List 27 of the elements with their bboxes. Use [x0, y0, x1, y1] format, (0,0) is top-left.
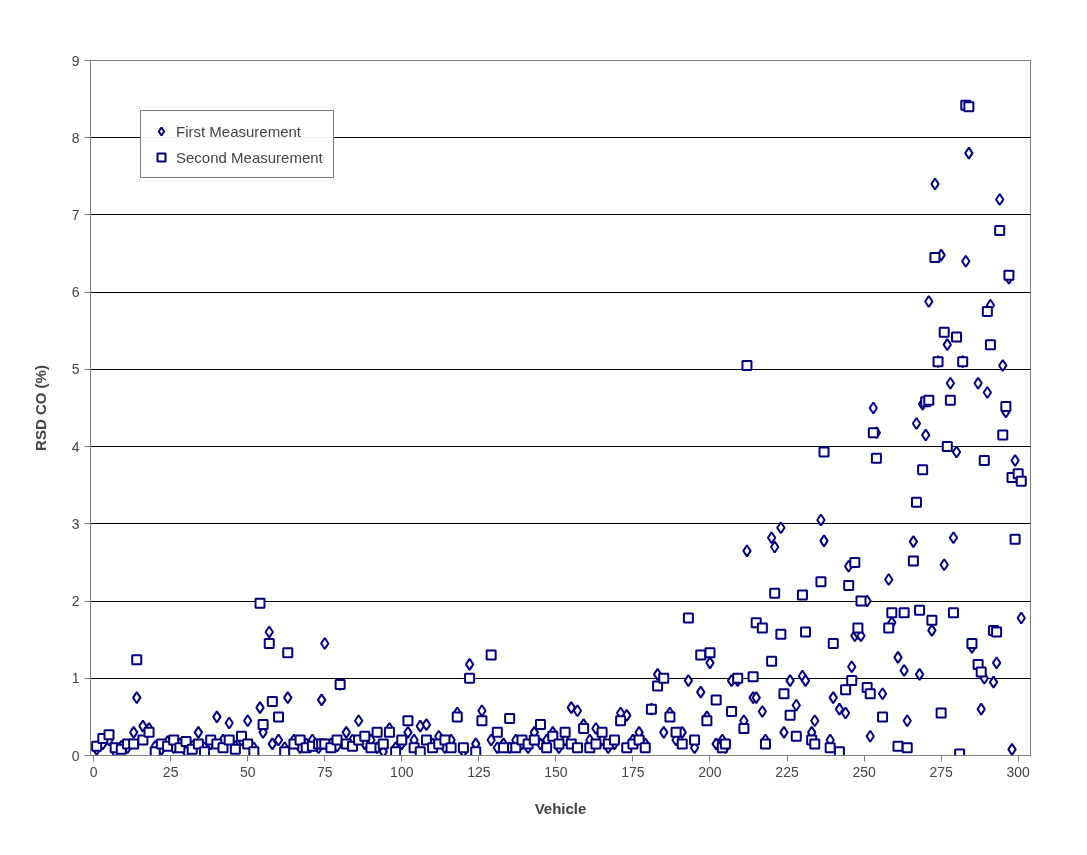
- y-tick-label: 1: [71, 670, 80, 687]
- x-tick-label: 250: [852, 763, 876, 780]
- y-tick-label: 2: [71, 593, 80, 610]
- x-tick-label: 125: [467, 763, 491, 780]
- x-tick-label: 200: [698, 763, 722, 780]
- y-tick-label: 4: [71, 438, 80, 455]
- x-tick-label: 100: [390, 763, 414, 780]
- legend-label: First Measurement: [176, 122, 302, 140]
- x-tick-label: 175: [621, 763, 645, 780]
- y-tick-label: 0: [71, 747, 80, 764]
- x-tick-label: 25: [162, 763, 179, 780]
- y-tick-label: 3: [71, 515, 80, 532]
- y-axis-title: RSD CO (%): [31, 365, 49, 451]
- x-tick-label: 150: [544, 763, 568, 780]
- y-tick-label: 9: [71, 52, 80, 69]
- legend-label: Second Measurement: [176, 148, 323, 166]
- x-tick-label: 225: [775, 763, 799, 780]
- x-tick-label: 300: [1006, 763, 1031, 780]
- x-tick-label: 50: [239, 763, 256, 780]
- y-tick-label: 6: [71, 284, 80, 301]
- y-tick-label: 7: [71, 206, 80, 223]
- x-tick-label: 275: [929, 763, 954, 780]
- x-tick-label: 75: [316, 763, 333, 780]
- x-tick-label: 0: [89, 763, 98, 780]
- y-tick-label: 5: [71, 361, 80, 378]
- x-axis-title: Vehicle: [534, 799, 587, 817]
- y-tick-label: 8: [71, 129, 80, 146]
